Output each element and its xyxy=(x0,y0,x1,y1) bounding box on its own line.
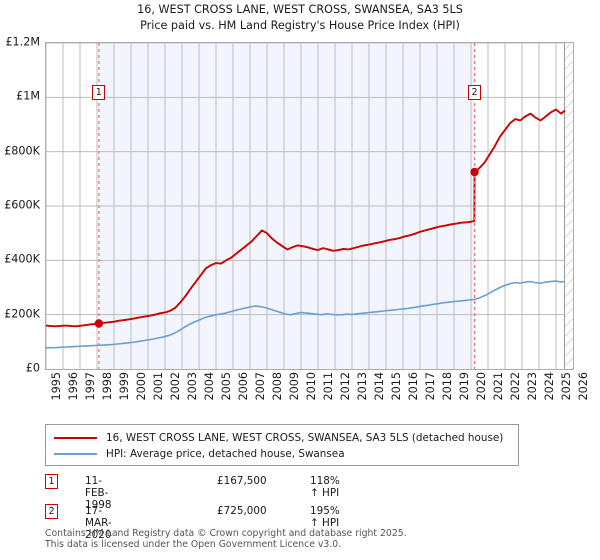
y-tick-label: £1M xyxy=(16,89,40,103)
x-tick-label: 2008 xyxy=(270,372,284,401)
y-tick-label: £600K xyxy=(4,198,40,212)
transaction-hpi-2: 195% ↑ HPI xyxy=(310,505,340,529)
x-tick-label: 2009 xyxy=(287,372,301,401)
y-tick-label: £200K xyxy=(4,307,40,321)
legend-swatch-red xyxy=(54,437,97,439)
x-tick-label: 2004 xyxy=(202,372,216,401)
footer-attribution: Contains HM Land Registry data © Crown c… xyxy=(45,528,585,550)
x-tick-label: 2016 xyxy=(406,372,420,401)
footer-line-2: This data is licensed under the Open Gov… xyxy=(45,539,342,550)
x-tick-label: 2011 xyxy=(321,372,335,401)
x-tick-label: 1998 xyxy=(100,372,114,401)
y-tick-label: £0 xyxy=(25,361,40,375)
transaction-date-1: 11-FEB-1998 xyxy=(85,475,112,511)
y-tick-label: £1.2M xyxy=(5,35,40,49)
chart-legend: 16, WEST CROSS LANE, WEST CROSS, SWANSEA… xyxy=(45,424,519,466)
legend-item-hpi: HPI: Average price, detached house, Swan… xyxy=(54,446,510,462)
x-tick-label: 2003 xyxy=(185,372,199,401)
x-tick-label: 2013 xyxy=(355,372,369,401)
chart-marker-1[interactable]: 1 xyxy=(92,85,106,100)
y-tick-label: £400K xyxy=(4,252,40,266)
x-axis-labels: 1995 1996 1997 1998 1999 2000 2001 2002 2003 2004… xyxy=(45,372,590,418)
x-tick-label: 2025 xyxy=(559,372,573,401)
page-title: 16, WEST CROSS LANE, WEST CROSS, SWANSEA… xyxy=(0,2,600,34)
x-tick-label: 2017 xyxy=(423,372,437,401)
x-tick-label: 2015 xyxy=(389,372,403,401)
transaction-index-1: 1 xyxy=(45,474,58,489)
transaction-index-2: 2 xyxy=(45,504,58,519)
x-tick-label: 2026 xyxy=(576,372,590,401)
x-tick-label: 2000 xyxy=(134,372,148,401)
chart-plot-area xyxy=(45,42,574,370)
x-tick-label: 2006 xyxy=(236,372,250,401)
price-history-chart xyxy=(46,43,573,369)
x-tick-label: 2012 xyxy=(338,372,352,401)
x-tick-label: 2024 xyxy=(542,372,556,401)
transaction-price-2: £725,000 xyxy=(217,505,267,517)
x-tick-label: 2005 xyxy=(219,372,233,401)
x-tick-label: 1996 xyxy=(66,372,80,401)
chart-marker-2[interactable]: 2 xyxy=(468,85,482,100)
x-tick-label: 2001 xyxy=(151,372,165,401)
x-tick-label: 2020 xyxy=(474,372,488,401)
x-tick-label: 1995 xyxy=(49,372,63,401)
x-tick-label: 1997 xyxy=(83,372,97,401)
legend-label-hpi: HPI: Average price, detached house, Swan… xyxy=(106,448,345,460)
x-tick-label: 2019 xyxy=(457,372,471,401)
legend-swatch-blue xyxy=(54,453,97,455)
x-tick-label: 2002 xyxy=(168,372,182,401)
x-tick-label: 1999 xyxy=(117,372,131,401)
x-tick-label: 2014 xyxy=(372,372,386,401)
x-tick-label: 2021 xyxy=(491,372,505,401)
transaction-hpi-1: 118% ↑ HPI xyxy=(310,475,340,499)
y-tick-label: £800K xyxy=(4,144,40,158)
x-tick-label: 2022 xyxy=(508,372,522,401)
y-axis-labels: £0 £200K £400K £600K £800K £1M £1.2M xyxy=(0,36,43,375)
transaction-date-2: 17-MAR-2020 xyxy=(85,505,112,541)
footer-line-1: Contains HM Land Registry data © Crown c… xyxy=(45,528,407,539)
legend-label-property: 16, WEST CROSS LANE, WEST CROSS, SWANSEA… xyxy=(106,432,504,444)
x-tick-label: 2023 xyxy=(525,372,539,401)
legend-item-property: 16, WEST CROSS LANE, WEST CROSS, SWANSEA… xyxy=(54,430,510,446)
x-tick-label: 2007 xyxy=(253,372,267,401)
title-line-2: Price paid vs. HM Land Registry's House … xyxy=(140,19,460,32)
x-tick-label: 2010 xyxy=(304,372,318,401)
title-line-1: 16, WEST CROSS LANE, WEST CROSS, SWANSEA… xyxy=(137,3,463,16)
x-tick-label: 2018 xyxy=(440,372,454,401)
transaction-price-1: £167,500 xyxy=(217,475,267,487)
